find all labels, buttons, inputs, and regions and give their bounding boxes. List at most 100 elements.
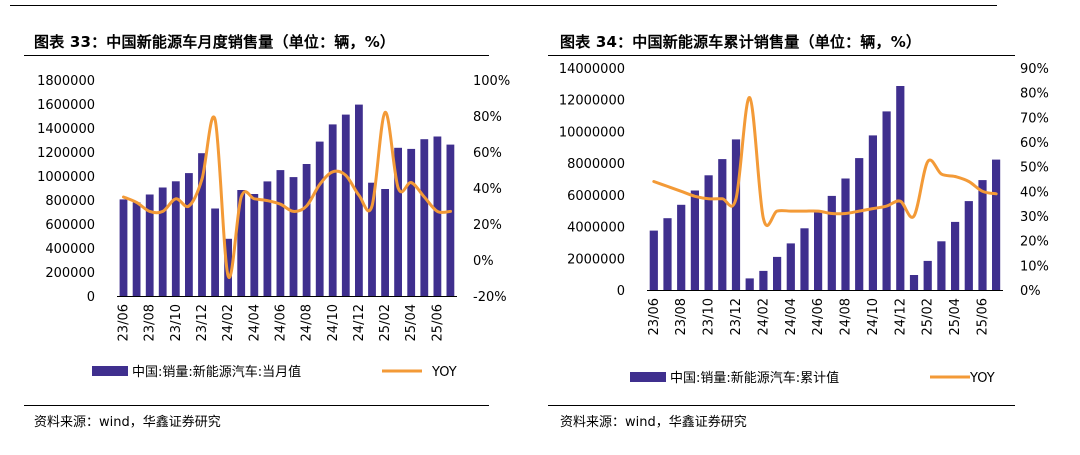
bar	[827, 195, 836, 290]
bar	[368, 182, 376, 296]
yoy-line	[122, 110, 452, 280]
y-left-tick-label: 1800000	[37, 74, 95, 89]
bar	[745, 278, 754, 290]
bar	[211, 208, 219, 296]
bar	[896, 86, 905, 290]
y-left-tick-label: 200000	[45, 266, 95, 281]
bar	[951, 221, 960, 290]
y-left-tick-label: 0	[617, 284, 625, 299]
bar	[237, 190, 246, 296]
legend-bar-label: 中国:销量:新能源汽车:当月值	[132, 364, 301, 380]
x-tick-label: 24/10	[866, 298, 881, 335]
source-note-34: 资料来源：wind，华鑫证券研究	[560, 415, 747, 430]
x-tick-label: 24/06	[811, 298, 826, 335]
chart-title-34: 图表 34：中国新能源车累计销售量（单位：辆，%）	[560, 33, 922, 51]
x-tick-label: 23/08	[143, 304, 158, 341]
bar	[119, 199, 128, 296]
y-right-tick-label: 0%	[473, 254, 494, 269]
source-rule-34	[548, 405, 1015, 406]
bar	[677, 204, 686, 290]
y-right-tick-label: 0%	[1020, 284, 1041, 299]
legend-bar-label: 中国:销量:新能源汽车:累计值	[670, 370, 839, 386]
bar	[446, 144, 455, 296]
bar	[937, 241, 946, 290]
bar	[964, 201, 973, 290]
bar	[198, 153, 206, 296]
bar	[158, 187, 167, 296]
bar	[381, 189, 389, 296]
x-tick-label: 25/06	[976, 298, 991, 335]
bar	[185, 173, 193, 296]
bar	[923, 260, 932, 290]
bar	[315, 141, 324, 296]
bar	[841, 178, 850, 290]
x-tick-label: 23/08	[674, 298, 689, 335]
bar	[394, 147, 402, 296]
y-right-tick-label: 50%	[1020, 161, 1049, 176]
y-left-tick-label: 400000	[45, 242, 95, 257]
bar	[289, 177, 298, 296]
x-tick-label: 23/06	[647, 298, 662, 335]
bar	[355, 104, 363, 296]
y-right-tick-label: 30%	[1020, 210, 1049, 225]
x-tick-label: 24/12	[893, 298, 908, 335]
bar	[132, 202, 141, 296]
bar	[302, 164, 311, 296]
bar	[855, 158, 864, 290]
bar	[263, 181, 272, 296]
y-right-tick-label: 20%	[473, 218, 502, 233]
y-left-tick-label: 10000000	[559, 125, 625, 140]
bar	[145, 194, 154, 296]
bar	[909, 275, 919, 290]
bar	[663, 218, 672, 290]
legend-line-label: YOY	[969, 371, 995, 386]
bar	[759, 270, 768, 290]
bar	[978, 180, 987, 290]
x-tick-label: 24/04	[784, 298, 799, 335]
y-right-tick-label: 80%	[473, 110, 502, 125]
x-tick-label: 25/02	[921, 298, 936, 335]
bar	[718, 159, 727, 290]
bar	[341, 114, 350, 296]
x-tick-label: 23/10	[702, 298, 717, 335]
x-tick-label: 24/02	[221, 304, 236, 341]
x-tick-label: 25/04	[404, 304, 419, 341]
y-left-tick-label: 800000	[45, 194, 95, 209]
bar	[731, 139, 741, 290]
y-left-tick-label: 12000000	[559, 94, 625, 109]
x-tick-label: 24/12	[352, 304, 367, 341]
bar	[882, 111, 891, 291]
bar	[250, 194, 259, 296]
x-tick-label: 25/04	[948, 298, 963, 335]
x-tick-label: 24/02	[756, 298, 771, 335]
bar	[704, 175, 713, 290]
x-tick-label: 24/06	[274, 304, 289, 341]
y-left-tick-label: 8000000	[567, 157, 625, 172]
bar	[407, 148, 416, 296]
title-rule-34	[548, 55, 1015, 56]
x-tick-label: 23/10	[169, 304, 184, 341]
bar	[868, 135, 877, 290]
bar	[992, 159, 1001, 290]
y-left-tick-label: 14000000	[559, 62, 625, 77]
legend-line-label: YOY	[431, 365, 457, 380]
x-tick-label: 23/06	[117, 304, 132, 341]
title-rule-33	[24, 55, 489, 56]
y-left-tick-label: 1000000	[37, 170, 95, 185]
source-rule-33	[24, 405, 489, 406]
y-right-tick-label: -20%	[473, 290, 507, 305]
x-tick-label: 23/12	[729, 298, 744, 335]
bar	[171, 181, 180, 296]
y-left-tick-label: 600000	[45, 218, 95, 233]
y-right-tick-label: 60%	[473, 146, 502, 161]
y-left-tick-label: 1400000	[37, 122, 95, 137]
bar	[276, 170, 285, 296]
x-tick-label: 24/08	[839, 298, 854, 335]
yoy-line	[652, 96, 998, 227]
x-tick-label: 23/12	[195, 304, 210, 341]
y-right-tick-label: 90%	[1020, 62, 1049, 77]
source-note-33: 资料来源：wind，华鑫证券研究	[34, 415, 221, 430]
bar	[690, 190, 699, 290]
bar	[328, 124, 337, 297]
bar	[773, 256, 782, 290]
